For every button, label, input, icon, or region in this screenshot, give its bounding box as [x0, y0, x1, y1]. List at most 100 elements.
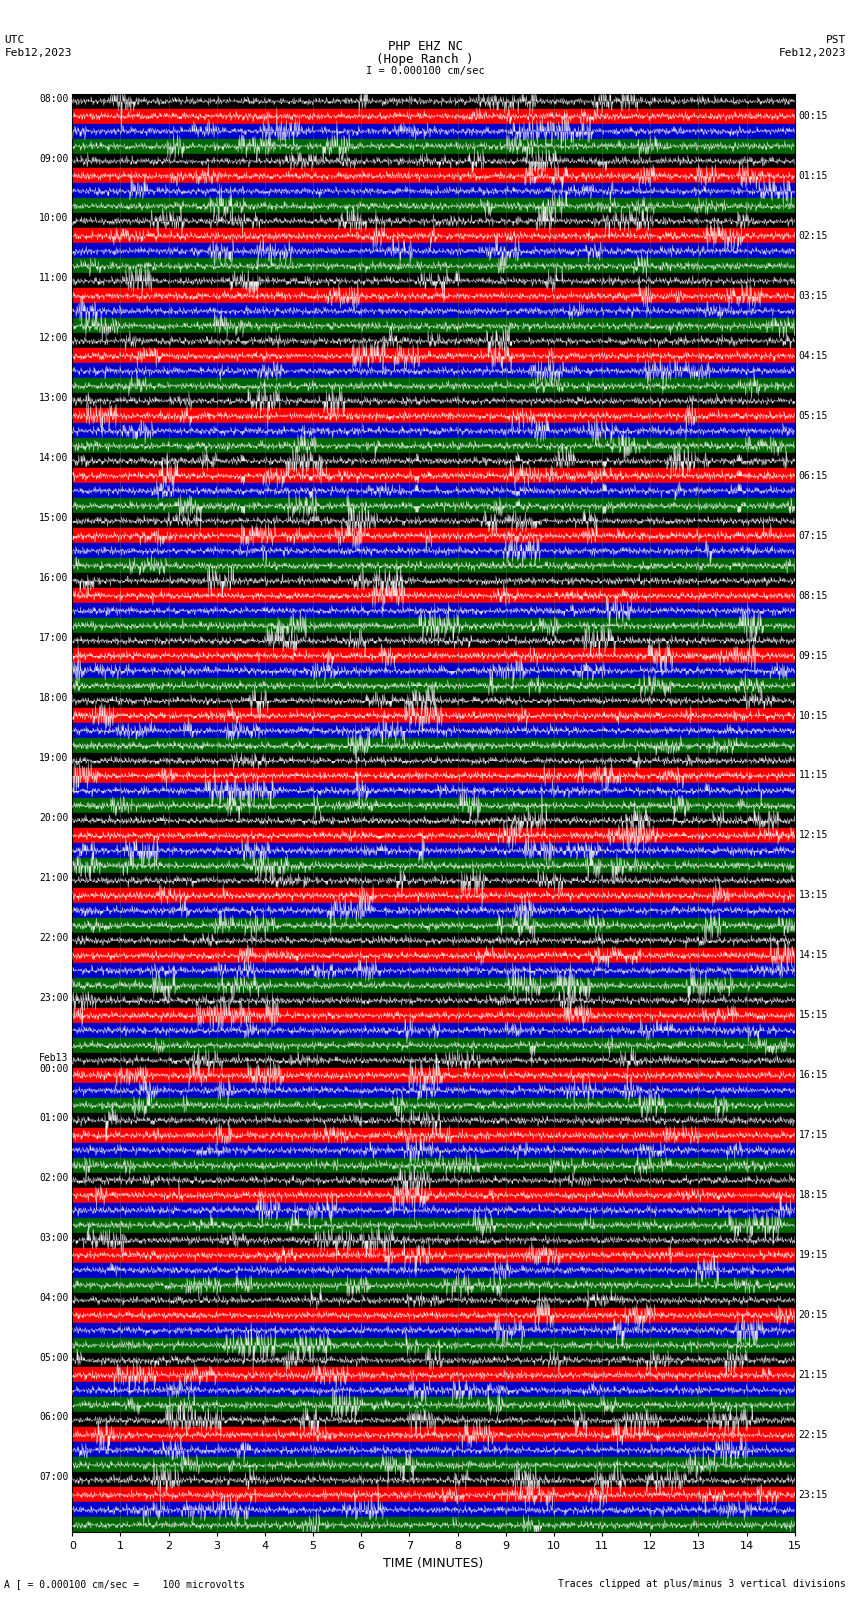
Bar [72, 903, 795, 918]
Text: 16:15: 16:15 [798, 1071, 828, 1081]
Text: 23:15: 23:15 [798, 1490, 828, 1500]
Bar [72, 753, 795, 768]
Text: Traces clipped at plus/minus 3 vertical divisions: Traces clipped at plus/minus 3 vertical … [558, 1579, 846, 1589]
Bar [72, 153, 795, 168]
Text: 15:00: 15:00 [39, 513, 69, 523]
Bar [72, 1218, 795, 1232]
Bar [72, 589, 795, 603]
Text: 19:15: 19:15 [798, 1250, 828, 1260]
Text: 04:00: 04:00 [39, 1292, 69, 1303]
Bar [72, 603, 795, 618]
Text: 01:00: 01:00 [39, 1113, 69, 1123]
Bar [72, 1142, 795, 1158]
Bar [72, 468, 795, 484]
Text: 17:15: 17:15 [798, 1131, 828, 1140]
Bar [72, 1053, 795, 1068]
Bar [72, 739, 795, 753]
Text: 22:00: 22:00 [39, 932, 69, 944]
Text: 07:15: 07:15 [798, 531, 828, 540]
Bar [72, 948, 795, 963]
Bar [72, 1037, 795, 1053]
Bar [72, 439, 795, 453]
Text: 14:00: 14:00 [39, 453, 69, 463]
Bar [72, 1203, 795, 1218]
Text: 12:15: 12:15 [798, 831, 828, 840]
Text: 01:15: 01:15 [798, 171, 828, 181]
Bar [72, 963, 795, 977]
Bar [72, 798, 795, 813]
Bar [72, 1502, 795, 1518]
Bar [72, 663, 795, 677]
Bar [72, 124, 795, 139]
Text: (Hope Ranch ): (Hope Ranch ) [377, 53, 473, 66]
Bar [72, 453, 795, 468]
Bar [72, 573, 795, 589]
Text: Feb12,2023: Feb12,2023 [4, 48, 71, 58]
Text: 23:00: 23:00 [39, 994, 69, 1003]
Text: 11:00: 11:00 [39, 274, 69, 284]
Text: PST: PST [825, 35, 846, 45]
Bar [72, 544, 795, 558]
Bar [72, 1277, 795, 1292]
Text: 09:15: 09:15 [798, 650, 828, 661]
Text: I = 0.000100 cm/sec: I = 0.000100 cm/sec [366, 66, 484, 76]
Bar [72, 723, 795, 739]
Bar [72, 168, 795, 184]
Bar [72, 977, 795, 994]
Bar [72, 318, 795, 334]
Bar [72, 1068, 795, 1082]
Bar [72, 1428, 795, 1442]
Bar [72, 827, 795, 844]
Bar [72, 1232, 795, 1247]
Bar [72, 274, 795, 289]
Bar [72, 677, 795, 694]
Bar [72, 423, 795, 439]
Bar [72, 932, 795, 948]
Bar [72, 229, 795, 244]
Bar [72, 1008, 795, 1023]
Bar [72, 1473, 795, 1487]
Bar [72, 918, 795, 932]
Bar [72, 1113, 795, 1127]
Bar [72, 1352, 795, 1368]
Bar [72, 408, 795, 423]
Text: UTC: UTC [4, 35, 25, 45]
Bar [72, 813, 795, 827]
Bar [72, 379, 795, 394]
Text: 16:00: 16:00 [39, 573, 69, 584]
Text: 20:00: 20:00 [39, 813, 69, 823]
Text: 02:15: 02:15 [798, 231, 828, 240]
Text: 20:15: 20:15 [798, 1310, 828, 1319]
Bar [72, 184, 795, 198]
Text: Feb12,2023: Feb12,2023 [779, 48, 846, 58]
X-axis label: TIME (MINUTES): TIME (MINUTES) [383, 1557, 484, 1569]
Bar [72, 1368, 795, 1382]
Bar [72, 484, 795, 498]
Text: 02:00: 02:00 [39, 1173, 69, 1182]
Bar [72, 1518, 795, 1532]
Text: 12:00: 12:00 [39, 334, 69, 344]
Text: 17:00: 17:00 [39, 634, 69, 644]
Text: 09:00: 09:00 [39, 153, 69, 163]
Bar [72, 1023, 795, 1037]
Bar [72, 1292, 795, 1308]
Text: 15:15: 15:15 [798, 1010, 828, 1021]
Text: 06:00: 06:00 [39, 1413, 69, 1423]
Text: 10:00: 10:00 [39, 213, 69, 224]
Text: PHP EHZ NC: PHP EHZ NC [388, 40, 462, 53]
Bar [72, 527, 795, 544]
Bar [72, 1487, 795, 1502]
Bar [72, 94, 795, 108]
Bar [72, 258, 795, 274]
Bar [72, 1263, 795, 1277]
Bar [72, 1323, 795, 1337]
Text: 05:15: 05:15 [798, 411, 828, 421]
Bar [72, 1442, 795, 1458]
Bar [72, 1413, 795, 1428]
Bar [72, 558, 795, 573]
Bar [72, 844, 795, 858]
Text: 22:15: 22:15 [798, 1431, 828, 1440]
Bar [72, 303, 795, 318]
Bar [72, 1337, 795, 1352]
Bar [72, 108, 795, 124]
